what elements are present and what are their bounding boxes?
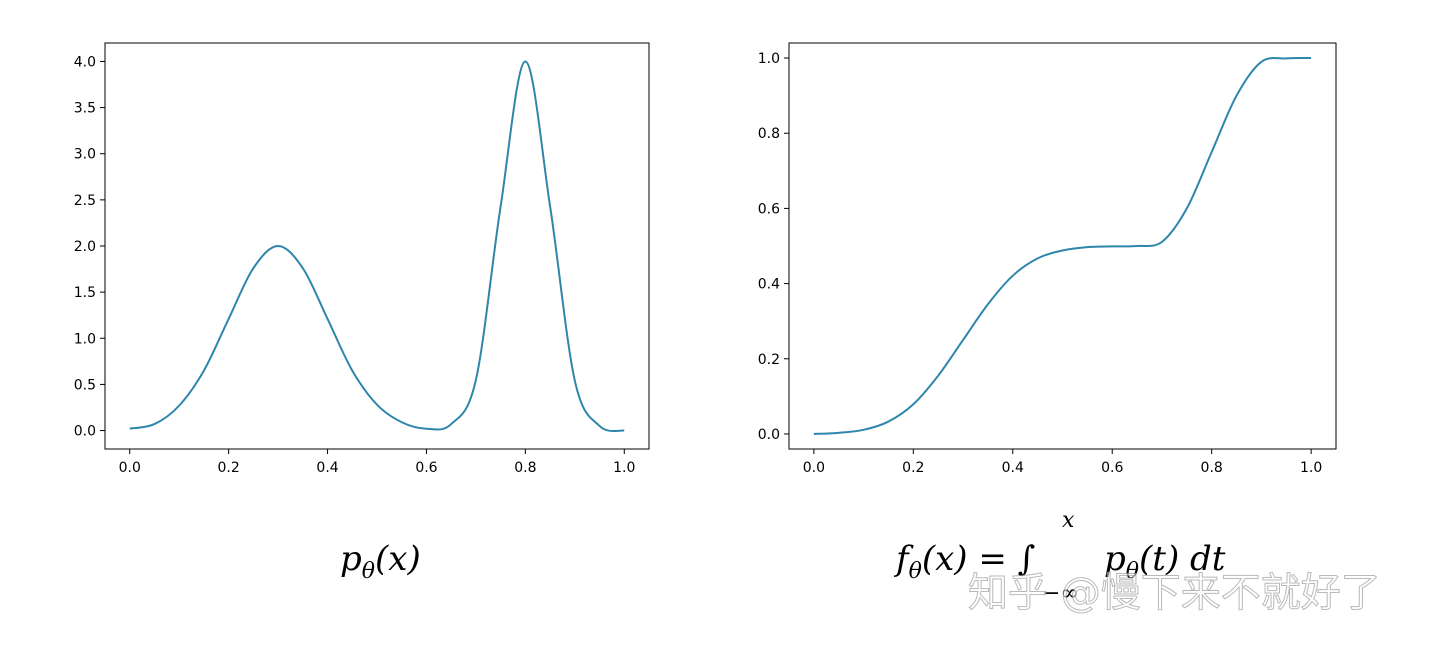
cdf-caption-integrand: pθ(t) dt — [1104, 539, 1226, 584]
y-tick-label: 2.5 — [74, 193, 96, 209]
x-tick-label: 0.8 — [514, 460, 536, 476]
x-tick-label: 0.4 — [1002, 460, 1024, 476]
cdf-caption-lower-limit: −∞ — [1042, 581, 1079, 606]
y-tick-label: 0.0 — [74, 424, 96, 440]
x-tick-label: 0.6 — [415, 460, 437, 476]
cdf-chart: 0.0 0.2 0.4 0.6 0.8 1.0 0.0 0.2 0.4 0.6 0.8 1.0 — [758, 42, 1337, 476]
axes-frame — [788, 42, 1337, 450]
x-tick-label: 0.4 — [316, 460, 338, 476]
y-tick-label: 0.8 — [758, 126, 780, 142]
y-tick-label: 0.2 — [758, 352, 780, 368]
y-tick-label: 3.0 — [74, 147, 96, 163]
y-tick-label: 2.0 — [74, 239, 96, 255]
x-tick-label: 0.0 — [803, 460, 825, 476]
x-tick-label: 0.2 — [218, 460, 240, 476]
y-tick-label: 1.0 — [758, 51, 780, 67]
y-tick-label: 4.0 — [74, 54, 96, 70]
cdf-caption: fθ(x) = ∫ — [893, 539, 1035, 584]
x-tick-label: 0.8 — [1201, 460, 1223, 476]
y-tick-label: 0.0 — [758, 427, 780, 443]
y-tick-label: 0.6 — [758, 201, 780, 217]
watermark: 知乎 @慢下来不就好了 — [968, 570, 1381, 616]
y-tick-label: 1.0 — [74, 331, 96, 347]
series-line — [129, 60, 625, 433]
y-tick-label: 0.4 — [758, 277, 780, 293]
y-tick-label: 3.5 — [74, 101, 96, 117]
density-caption: pθ(x) — [340, 539, 421, 584]
x-tick-label: 0.6 — [1101, 460, 1123, 476]
x-tick-label: 0.0 — [119, 460, 141, 476]
y-tick-label: 1.5 — [74, 285, 96, 301]
x-tick-label: 1.0 — [613, 460, 635, 476]
y-tick-label: 0.5 — [74, 377, 96, 393]
x-tick-label: 0.2 — [902, 460, 924, 476]
series-line — [813, 57, 1312, 435]
density-chart: 0.0 0.2 0.4 0.6 0.8 1.0 0.0 0.5 1.0 1.5 2.0 2.5 3.0 3… — [74, 42, 650, 476]
axes-frame — [104, 42, 650, 450]
x-tick-label: 1.0 — [1300, 460, 1322, 476]
cdf-caption-upper-limit: x — [1062, 508, 1075, 533]
